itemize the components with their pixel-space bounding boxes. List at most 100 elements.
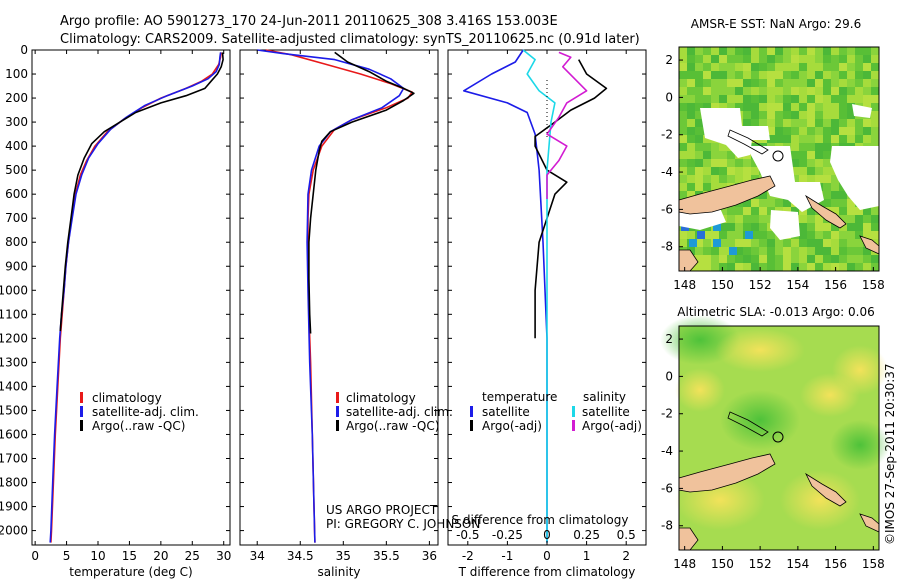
legend-swatch-salinity-argo xyxy=(572,420,575,431)
map-y-tick-label: -2 xyxy=(661,407,673,421)
sst-cell xyxy=(791,55,799,63)
salinity-series xyxy=(257,49,415,543)
sst-cell xyxy=(751,95,759,103)
sst-cell xyxy=(775,135,783,143)
x2-tick-label: 0.5 xyxy=(617,528,636,542)
sst-cell xyxy=(871,127,879,135)
sst-cell xyxy=(799,143,807,151)
sst-cell xyxy=(831,71,839,79)
sst-cell xyxy=(791,47,799,55)
sst-cell xyxy=(799,127,807,135)
sst-cell-cold xyxy=(713,223,721,231)
sst-cell xyxy=(719,143,727,151)
sst-cell xyxy=(799,95,807,103)
sst-cell xyxy=(847,55,855,63)
sst-cell xyxy=(791,87,799,95)
map-x-tick-label: 152 xyxy=(749,278,772,292)
sst-cell xyxy=(727,103,735,111)
sst-cell xyxy=(871,263,879,271)
sst-cell xyxy=(735,231,743,239)
sst-cell xyxy=(791,103,799,111)
sst-cell xyxy=(871,87,879,95)
map-y-tick-label: -6 xyxy=(661,481,673,495)
series-line-climatology xyxy=(265,49,414,543)
imos-stamp: ©IMOS 27-Sep-2011 20:30:37 xyxy=(883,363,897,545)
sst-cell xyxy=(767,127,775,135)
sst-cell xyxy=(743,159,751,167)
sst-cell xyxy=(855,263,863,271)
sst-cell xyxy=(855,223,863,231)
sst-cell xyxy=(847,231,855,239)
sst-cell xyxy=(711,167,719,175)
legend-swatch-temperature-argo xyxy=(470,420,473,431)
legend-label: Argo(..raw -QC) xyxy=(346,419,439,433)
sst-cell xyxy=(847,103,855,111)
sst-cell xyxy=(687,47,695,55)
sst-cell xyxy=(823,63,831,71)
sst-cell xyxy=(799,231,807,239)
sst-cell xyxy=(751,223,759,231)
sst-cell xyxy=(759,87,767,95)
sst-cell xyxy=(751,159,759,167)
sst-cell xyxy=(695,239,703,247)
sst-cell xyxy=(751,231,759,239)
legend-label: Argo(-adj) xyxy=(582,419,642,433)
sst-cell xyxy=(823,143,831,151)
sst-cell xyxy=(815,247,823,255)
sst-cell xyxy=(703,263,711,271)
sst-cell xyxy=(727,207,735,215)
sst-cell xyxy=(735,175,743,183)
sst-cell xyxy=(703,71,711,79)
sst-cell xyxy=(831,79,839,87)
sst-cell xyxy=(791,111,799,119)
sst-cell xyxy=(871,79,879,87)
sst-cell xyxy=(839,223,847,231)
sst-cell xyxy=(759,95,767,103)
sst-cell xyxy=(679,63,687,71)
sst-cell xyxy=(871,255,879,263)
sst-cell xyxy=(759,79,767,87)
sst-cell xyxy=(791,159,799,167)
sst-cell xyxy=(855,255,863,263)
sst-cell xyxy=(807,87,815,95)
sst-cell xyxy=(839,79,847,87)
sst-cell xyxy=(783,95,791,103)
sst-cell xyxy=(839,103,847,111)
sst-cell xyxy=(807,167,815,175)
sst-cell xyxy=(735,255,743,263)
sst-cell xyxy=(759,207,767,215)
sst-cell xyxy=(807,127,815,135)
sst-cell xyxy=(807,111,815,119)
sst-cell xyxy=(791,119,799,127)
credit-project: US ARGO PROJECT xyxy=(326,503,438,517)
sst-cell xyxy=(823,95,831,103)
sst-cell xyxy=(831,191,839,199)
sst-cell xyxy=(783,103,791,111)
legend-header-salinity: salinity xyxy=(583,390,626,404)
sst-cell xyxy=(799,135,807,143)
sst-cell xyxy=(695,79,703,87)
sst-cell xyxy=(703,87,711,95)
sst-cell xyxy=(695,55,703,63)
sst-cell xyxy=(847,239,855,247)
sst-cell xyxy=(727,47,735,55)
sla-low-blob xyxy=(720,390,800,450)
sst-cell xyxy=(791,247,799,255)
sst-cell xyxy=(719,79,727,87)
sst-cell xyxy=(831,175,839,183)
x2-tick-label: 0.25 xyxy=(573,528,600,542)
sst-cell xyxy=(687,111,695,119)
legend-swatch-argo xyxy=(80,420,83,431)
sst-cell xyxy=(831,55,839,63)
map-y-tick-label: -6 xyxy=(661,202,673,216)
sst-cell xyxy=(775,63,783,71)
sst-cell xyxy=(719,63,727,71)
sst-cell xyxy=(823,79,831,87)
sst-cell xyxy=(711,103,719,111)
legend-label: Argo(-adj) xyxy=(482,419,542,433)
series-line-satellite-adj-clim- xyxy=(257,49,405,543)
sst-cell xyxy=(775,247,783,255)
sst-cell xyxy=(735,63,743,71)
legend-swatch-temperature-satellite xyxy=(470,406,473,417)
sst-cell xyxy=(703,175,711,183)
